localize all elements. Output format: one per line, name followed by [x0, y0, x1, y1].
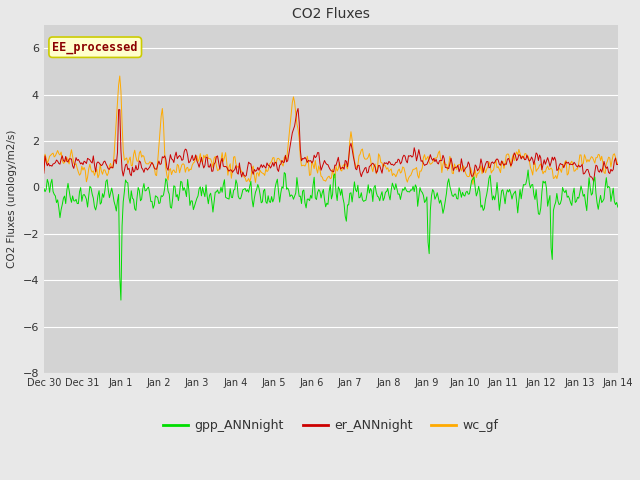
Y-axis label: CO2 Fluxes (urology/m2/s): CO2 Fluxes (urology/m2/s) — [7, 130, 17, 268]
Legend: gpp_ANNnight, er_ANNnight, wc_gf: gpp_ANNnight, er_ANNnight, wc_gf — [158, 414, 504, 437]
Title: CO2 Fluxes: CO2 Fluxes — [292, 7, 370, 21]
Text: EE_processed: EE_processed — [52, 41, 138, 54]
